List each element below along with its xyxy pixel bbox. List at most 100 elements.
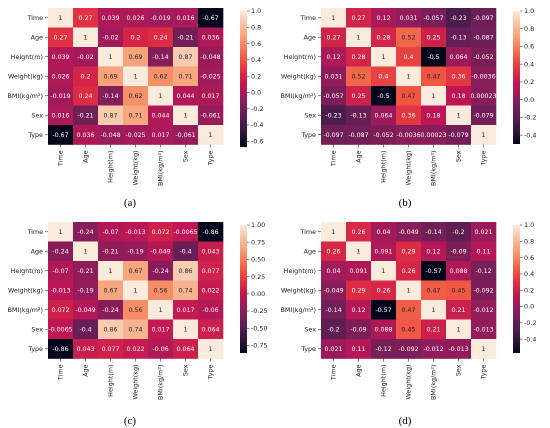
colorbar-tick-label: 1.0 — [524, 7, 534, 15]
heatmap-cell — [148, 47, 174, 67]
column-label: BMI(kg/m²) — [157, 151, 165, 186]
cell-value-label: 1 — [108, 268, 112, 275]
row-label: BMI(kg/m²) — [8, 306, 43, 314]
row-label: Sex — [304, 325, 316, 333]
heatmap-cell — [421, 47, 447, 67]
heatmap-cell — [346, 319, 372, 340]
heatmap-cell — [123, 280, 149, 301]
row-label: BMI(kg/m²) — [281, 306, 316, 314]
heatmap-cell — [98, 66, 124, 87]
heatmap-cell — [396, 319, 422, 340]
cell-value-label: -0.052 — [373, 132, 393, 139]
heatmap-cell — [198, 300, 224, 320]
column-label: Weight(kg) — [405, 151, 413, 186]
heatmap-cell — [471, 241, 497, 262]
heatmap-cell — [98, 27, 124, 48]
cell-value-label: 0.28 — [376, 34, 390, 41]
heatmap-cell — [48, 241, 74, 262]
heatmap-cell — [148, 66, 174, 87]
heatmap-cell — [48, 280, 74, 301]
colorbar-tick-label: -0.2 — [524, 319, 536, 327]
heatmap-cell — [371, 339, 397, 359]
heatmap-cell — [48, 66, 74, 87]
column-label: Height(m) — [107, 365, 115, 397]
cell-value-label: 0.24 — [78, 93, 92, 100]
cell-value-label: 0.064 — [201, 326, 219, 333]
heatmap-cell — [48, 86, 74, 106]
cell-value-label: -0.025 — [200, 73, 220, 80]
cell-value-label: 1 — [356, 34, 360, 41]
heatmap-cell — [346, 8, 372, 28]
cell-value-label: -0.12 — [475, 268, 491, 275]
colorbar-tick-label: 0.0 — [524, 303, 534, 311]
heatmap-cell — [346, 27, 372, 48]
cell-value-label: 0.26 — [376, 287, 390, 294]
row-label: Height(m) — [11, 267, 43, 275]
cell-value-label: -0.0036 — [471, 73, 495, 80]
cell-value-label: -0.049 — [398, 229, 418, 236]
cell-value-label: 0.04 — [376, 229, 390, 236]
heatmap-cell — [48, 339, 74, 359]
row-label: Age — [304, 247, 316, 255]
cell-value-label: -0.092 — [398, 346, 418, 353]
heatmap-cell — [321, 339, 347, 359]
cell-value-label: 0.091 — [349, 268, 367, 275]
heatmap-cell — [148, 339, 174, 359]
cell-value-label: 0.026 — [126, 15, 144, 22]
cell-value-label: 0.26 — [401, 268, 415, 275]
heatmap-cell — [123, 222, 149, 242]
cell-value-label: 0.86 — [103, 326, 117, 333]
heatmap-cell — [73, 27, 99, 48]
colorbar-tick-label: -0.2 — [251, 105, 263, 113]
cell-value-label: -0.4 — [79, 326, 91, 333]
row-label: Type — [27, 345, 43, 353]
colorbar-tick-label: 0.8 — [524, 25, 534, 33]
heatmap-cell — [421, 27, 447, 48]
heatmap-cell — [346, 241, 372, 262]
heatmap-cell — [321, 47, 347, 67]
heatmap-cell — [198, 339, 224, 359]
cell-value-label: 0.2 — [80, 73, 90, 80]
heatmap-cell — [346, 300, 372, 320]
column-label: Height(m) — [380, 151, 388, 183]
heatmap-cell — [446, 261, 472, 281]
heatmap-cell — [421, 66, 447, 87]
cell-value-label: -0.09 — [350, 326, 366, 333]
heatmap-cell — [471, 125, 497, 145]
heatmap-cell — [148, 300, 174, 320]
heatmap-cell — [396, 339, 422, 359]
column-label: Time — [330, 364, 338, 381]
cell-value-label: -0.2 — [452, 229, 464, 236]
heatmap-cell — [48, 319, 74, 340]
heatmap-cell — [173, 86, 199, 106]
colorbar-tick-label: -0.75 — [251, 342, 268, 350]
cell-value-label: 0.47 — [426, 287, 440, 294]
cell-value-label: -0.67 — [52, 132, 68, 139]
cell-value-label: 0.026 — [51, 73, 69, 80]
heatmap-cell — [471, 319, 497, 340]
heatmap-cell — [396, 300, 422, 320]
cell-value-label: 1 — [158, 307, 162, 314]
row-label: Height(m) — [284, 267, 316, 275]
cell-value-label: 0.016 — [176, 15, 194, 22]
heatmap-cell — [346, 47, 372, 67]
heatmap-cell — [98, 300, 124, 320]
cell-value-label: -0.048 — [100, 132, 120, 139]
cell-value-label: 0.27 — [78, 15, 92, 22]
heatmap-cell — [471, 105, 497, 126]
heatmap-cell — [371, 319, 397, 340]
heatmap-cell — [123, 261, 149, 281]
heatmap-cell — [123, 86, 149, 106]
heatmap-cell — [148, 280, 174, 301]
heatmap-cell — [173, 261, 199, 281]
heatmap-cell — [321, 125, 347, 145]
heatmap-cell — [321, 280, 347, 301]
heatmap-cell — [148, 105, 174, 126]
heatmap-cell — [321, 261, 347, 281]
heatmap-cell — [371, 300, 397, 320]
heatmap-cell — [396, 222, 422, 242]
heatmap-cell — [471, 261, 497, 281]
heatmap-cell — [396, 86, 422, 106]
cell-value-label: -0.24 — [152, 268, 168, 275]
cell-value-label: -0.09 — [450, 248, 466, 255]
